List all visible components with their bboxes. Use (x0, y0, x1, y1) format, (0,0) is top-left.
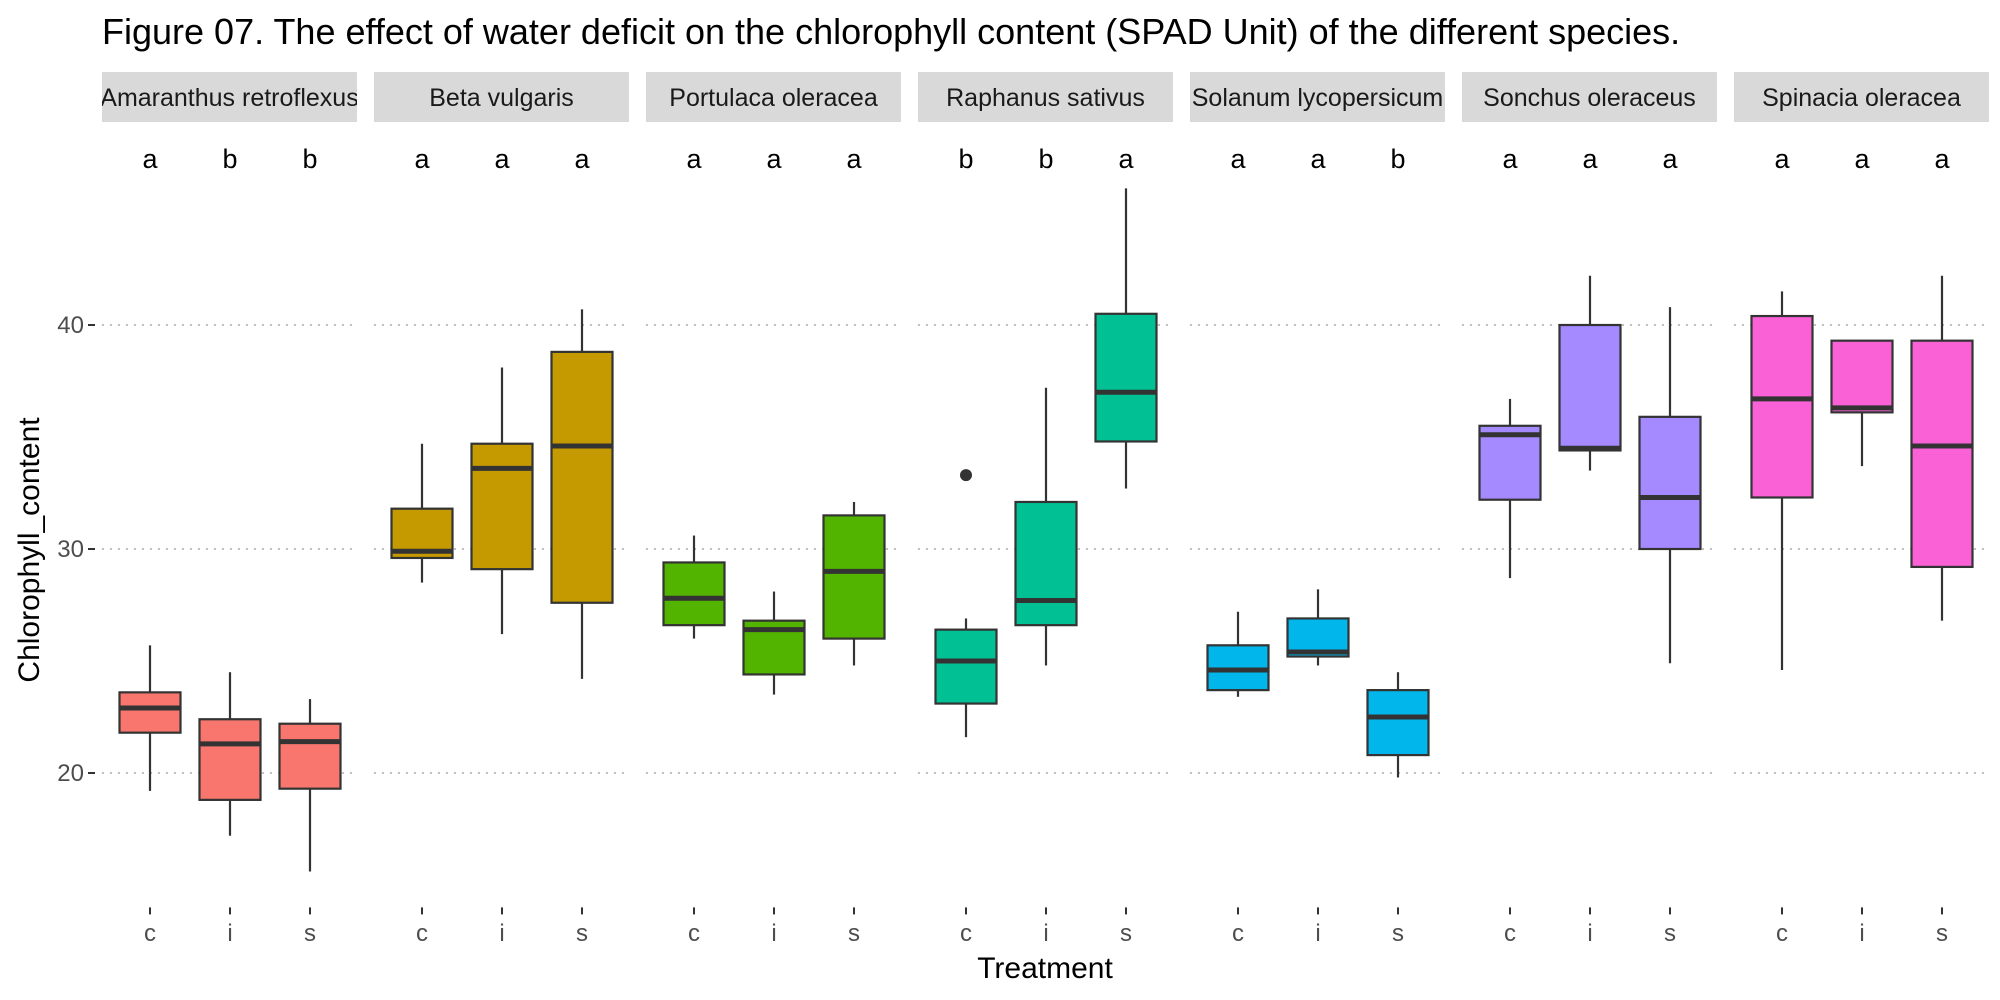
strip-label: Solanum lycopersicum (1192, 84, 1444, 112)
significance-letter: a (494, 144, 510, 174)
x-tick-label: c (960, 920, 972, 947)
strip-background (1462, 72, 1717, 122)
facet-panel: Portulaca oleracea a c a i a s (646, 72, 901, 947)
facet-panel: Spinacia oleracea a c a i a s (1734, 72, 1989, 947)
box-iqr (1830, 339, 1894, 414)
box-iqr (198, 718, 262, 801)
significance-letter: a (1502, 144, 1518, 174)
significance-letter: a (1310, 144, 1326, 174)
significance-letter: b (302, 144, 317, 174)
box-iqr (1558, 323, 1622, 452)
significance-letter: a (1934, 144, 1950, 174)
significance-letter: a (142, 144, 158, 174)
box-iqr (118, 691, 182, 734)
y-tick-label: 40 (57, 312, 84, 339)
box-iqr (934, 628, 998, 705)
significance-letter: a (1118, 144, 1134, 174)
x-tick-label: s (1392, 920, 1404, 947)
x-tick-label: i (1587, 920, 1592, 947)
significance-letter: a (574, 144, 590, 174)
box-iqr (1366, 689, 1430, 757)
strip-label: Beta vulgaris (429, 84, 574, 112)
significance-letter: a (1582, 144, 1598, 174)
x-tick-label: s (848, 920, 860, 947)
strip-background (374, 72, 629, 122)
facet-panel: Raphanus sativus b c b i a s (918, 72, 1173, 947)
x-tick-label: i (227, 920, 232, 947)
box-iqr (278, 722, 342, 790)
significance-letter: b (1390, 144, 1405, 174)
x-tick-label: c (1776, 920, 1788, 947)
significance-letter: a (686, 144, 702, 174)
strip-background (918, 72, 1173, 122)
significance-letter: b (222, 144, 237, 174)
significance-letter: b (958, 144, 973, 174)
x-axis-title: Treatment (977, 952, 1113, 985)
x-tick-label: c (1504, 920, 1516, 947)
significance-letter: a (1662, 144, 1678, 174)
strip-label: Raphanus sativus (946, 84, 1145, 112)
x-tick-label: c (1232, 920, 1244, 947)
box-iqr (1478, 424, 1542, 501)
y-axis-title: Chlorophyll_content (13, 417, 46, 683)
strip-label: Amaranthus retroflexus (100, 84, 358, 112)
strip-label: Spinacia oleracea (1762, 84, 1961, 112)
strip-label: Portulaca oleracea (669, 84, 878, 112)
strip-label: Sonchus oleraceus (1483, 84, 1696, 112)
facet-panel: Solanum lycopersicum a c a i b s (1190, 72, 1445, 947)
x-tick-label: c (688, 920, 700, 947)
x-tick-label: i (1043, 920, 1048, 947)
x-tick-label: s (1664, 920, 1676, 947)
x-tick-label: s (1120, 920, 1132, 947)
y-axis: 20 30 40 (57, 312, 95, 787)
box-iqr (822, 514, 886, 640)
significance-letter: a (1854, 144, 1870, 174)
chart-title: Figure 07. The effect of water deficit o… (102, 11, 1680, 52)
x-tick-label: s (576, 920, 588, 947)
significance-letter: a (846, 144, 862, 174)
strip-background (1734, 72, 1989, 122)
box-iqr (662, 561, 726, 627)
box-iqr (1094, 312, 1158, 443)
x-tick-label: c (144, 920, 156, 947)
x-tick-label: s (1936, 920, 1948, 947)
strip-background (102, 72, 357, 122)
facet-panel: Amaranthus retroflexus a c b i b s (100, 72, 358, 947)
outlier-point (960, 469, 972, 482)
significance-letter: a (1230, 144, 1246, 174)
x-tick-label: c (416, 920, 428, 947)
facet-panel: Beta vulgaris a c a i a s (374, 72, 629, 947)
significance-letter: a (414, 144, 430, 174)
significance-letter: b (1038, 144, 1053, 174)
x-tick-label: i (771, 920, 776, 947)
x-tick-label: i (499, 920, 504, 947)
strip-background (646, 72, 901, 122)
x-tick-label: i (1859, 920, 1864, 947)
box-iqr (1638, 415, 1702, 551)
box-iqr (1910, 339, 1974, 569)
box-iqr (1014, 500, 1078, 627)
facet-panel: Sonchus oleraceus a c a i a s (1462, 72, 1717, 947)
x-tick-label: i (1315, 920, 1320, 947)
x-tick-label: s (304, 920, 316, 947)
significance-letter: a (766, 144, 782, 174)
strip-background (1190, 72, 1445, 122)
box-iqr (470, 442, 534, 571)
box-iqr (550, 350, 614, 604)
significance-letter: a (1774, 144, 1790, 174)
y-tick-label: 30 (57, 536, 84, 563)
y-tick-label: 20 (57, 760, 84, 787)
box-iqr (1750, 314, 1814, 499)
